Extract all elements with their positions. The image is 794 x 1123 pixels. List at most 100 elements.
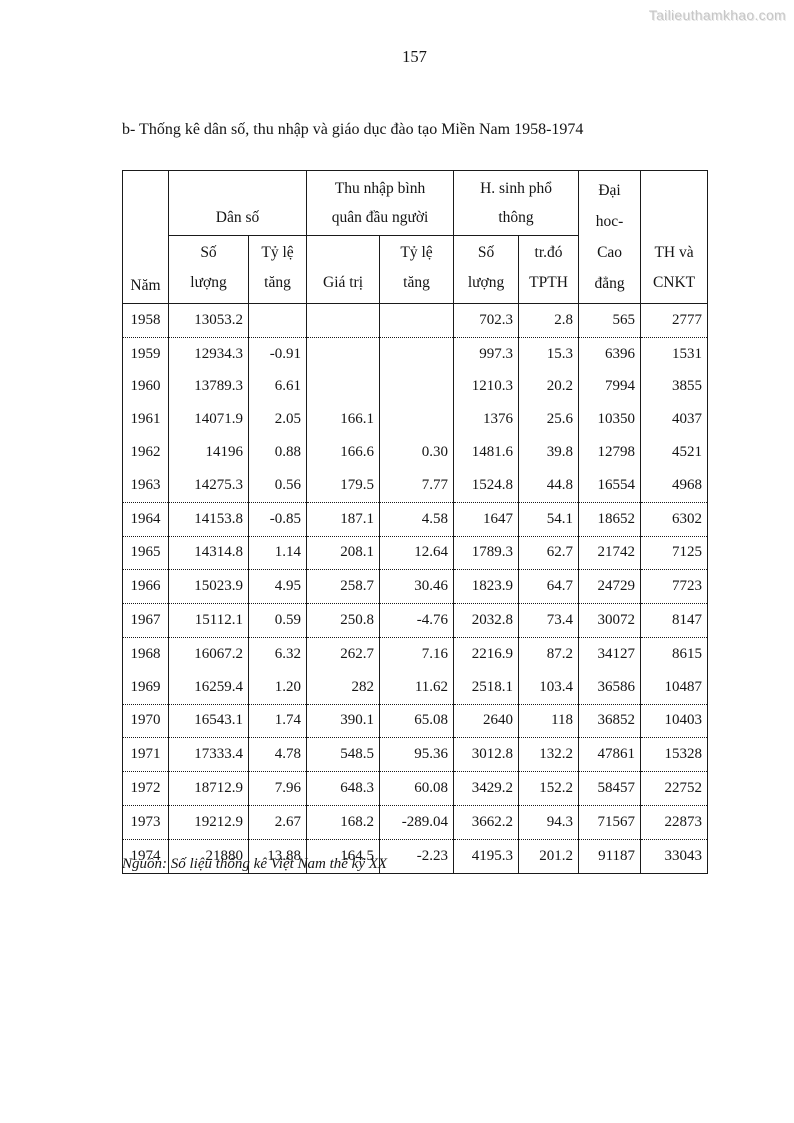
- sub-header-so-luong-hocsinh: Số lượng: [453, 235, 520, 304]
- source-note: Nguồn: Số liệu thống kê Việt Nam thế kỷ …: [122, 856, 388, 872]
- col-header-nam: Năm: [122, 170, 169, 304]
- sub-header-gia-tri: Giá trị: [306, 235, 381, 304]
- col-header-th-cnkt: TH và CNKT: [640, 170, 709, 304]
- value-cell: 6396: [578, 337, 642, 371]
- value-cell: -0.85: [247, 502, 308, 537]
- value-cell: 0.56: [247, 468, 308, 503]
- year-cell: 1973: [122, 805, 169, 840]
- value-cell: -4.76: [379, 603, 455, 638]
- value-cell: [379, 370, 455, 404]
- value-cell: 91187: [578, 839, 642, 874]
- year-cell: 1965: [122, 536, 169, 571]
- value-cell: 2.67: [247, 805, 308, 840]
- value-cell: 168.2: [306, 805, 381, 840]
- year-cell: 1961: [122, 403, 169, 437]
- value-cell: 11.62: [379, 670, 455, 705]
- value-cell: [379, 303, 455, 338]
- value-cell: 47861: [578, 737, 642, 773]
- value-cell: 1647: [453, 502, 520, 537]
- value-cell: 702.3: [453, 303, 520, 338]
- table-row: 1967 15112.1 0.59 250.8 -4.76 2032.8 73.4 30072…: [122, 603, 709, 638]
- value-cell: 0.30: [379, 436, 455, 469]
- year-cell: 1968: [122, 637, 169, 671]
- year-cell: 1969: [122, 670, 169, 705]
- value-cell: 1531: [640, 337, 709, 371]
- value-cell: 2777: [640, 303, 709, 338]
- value-cell: 262.7: [306, 637, 381, 671]
- value-cell: 152.2: [518, 771, 580, 806]
- sub-header-ty-le-tang-danso: Tỷ lệ tăng: [247, 235, 308, 304]
- value-cell: 2.05: [247, 403, 308, 437]
- value-cell: 12934.3: [168, 337, 249, 371]
- value-cell: 15328: [640, 737, 709, 773]
- value-cell: 166.1: [306, 403, 381, 437]
- value-cell: 179.5: [306, 468, 381, 503]
- value-cell: 2.8: [518, 303, 580, 338]
- value-cell: 0.59: [247, 603, 308, 638]
- value-cell: -0.91: [247, 337, 308, 371]
- value-cell: 164.5: [306, 839, 381, 874]
- value-cell: 20.2: [518, 370, 580, 404]
- value-cell: 1481.6: [453, 436, 520, 469]
- value-cell: 1.14: [247, 536, 308, 571]
- value-cell: 71567: [578, 805, 642, 840]
- statistics-table: Năm Dân số Thu nhập bình quân đầu người …: [122, 170, 709, 874]
- value-cell: 1524.8: [453, 468, 520, 503]
- table-row: 1959 12934.3 -0.91 997.3 15.3 6396 1531: [122, 337, 709, 371]
- value-cell: 7723: [640, 569, 709, 605]
- value-cell: 58457: [578, 771, 642, 806]
- header-group-row: Năm Dân số Thu nhập bình quân đầu người …: [122, 170, 709, 304]
- value-cell: 7.16: [379, 637, 455, 671]
- table-row: 1962 14196 0.88 166.6 0.30 1481.6 39.8 12798 452…: [122, 436, 709, 469]
- value-cell: 390.1: [306, 704, 381, 739]
- value-cell: [379, 403, 455, 437]
- value-cell: 166.6: [306, 436, 381, 469]
- value-cell: 14153.8: [168, 502, 249, 537]
- value-cell: 2518.1: [453, 670, 520, 705]
- col-header-dai-hoc-cao-dang: Đại hoc- Cao đẳng: [578, 170, 642, 304]
- sub-header-ty-le-tang-thunhap: Tỷ lệ tăng: [379, 235, 455, 304]
- year-cell: 1959: [122, 337, 169, 371]
- value-cell: [379, 337, 455, 371]
- value-cell: 14196: [168, 436, 249, 469]
- value-cell: 10350: [578, 403, 642, 437]
- value-cell: 39.8: [518, 436, 580, 469]
- value-cell: 94.3: [518, 805, 580, 840]
- value-cell: 25.6: [518, 403, 580, 437]
- watermark: Tailieuthamkhao.com: [648, 7, 786, 23]
- value-cell: 282: [306, 670, 381, 705]
- value-cell: 1210.3: [453, 370, 520, 404]
- value-cell: 10487: [640, 670, 709, 705]
- value-cell: 6.32: [247, 637, 308, 671]
- table-row: 1963 14275.3 0.56 179.5 7.77 1524.8 44.8 16554 4…: [122, 468, 709, 503]
- value-cell: 1823.9: [453, 569, 520, 605]
- value-cell: 13053.2: [168, 303, 249, 338]
- value-cell: 118: [518, 704, 580, 739]
- value-cell: [247, 303, 308, 338]
- page-number: 157: [402, 47, 427, 66]
- value-cell: 16543.1: [168, 704, 249, 739]
- value-cell: 997.3: [453, 337, 520, 371]
- value-cell: 3012.8: [453, 737, 520, 773]
- value-cell: 15023.9: [168, 569, 249, 605]
- year-cell: 1966: [122, 569, 169, 605]
- value-cell: 1.20: [247, 670, 308, 705]
- value-cell: 1376: [453, 403, 520, 437]
- value-cell: 2216.9: [453, 637, 520, 671]
- page-title: b- Thống kê dân số, thu nhập và giáo dục…: [122, 121, 584, 138]
- table-row: 1973 19212.9 2.67 168.2 -289.04 3662.2 94.3 715…: [122, 805, 709, 840]
- year-cell: 1971: [122, 737, 169, 773]
- value-cell: [306, 370, 381, 404]
- group-header-thu-nhap: Thu nhập bình quân đầu người: [306, 170, 455, 236]
- value-cell: 132.2: [518, 737, 580, 773]
- value-cell: 4521: [640, 436, 709, 469]
- table-row: 1958 13053.2 702.3 2.8 565 2777: [122, 303, 709, 338]
- table-row: 1965 14314.8 1.14 208.1 12.64 1789.3 62.7 21742…: [122, 536, 709, 571]
- value-cell: 4037: [640, 403, 709, 437]
- value-cell: 187.1: [306, 502, 381, 537]
- value-cell: 44.8: [518, 468, 580, 503]
- value-cell: 16067.2: [168, 637, 249, 671]
- value-cell: 19212.9: [168, 805, 249, 840]
- sub-header-trdo-tpth: tr.đó TPTH: [518, 235, 580, 304]
- value-cell: 7125: [640, 536, 709, 571]
